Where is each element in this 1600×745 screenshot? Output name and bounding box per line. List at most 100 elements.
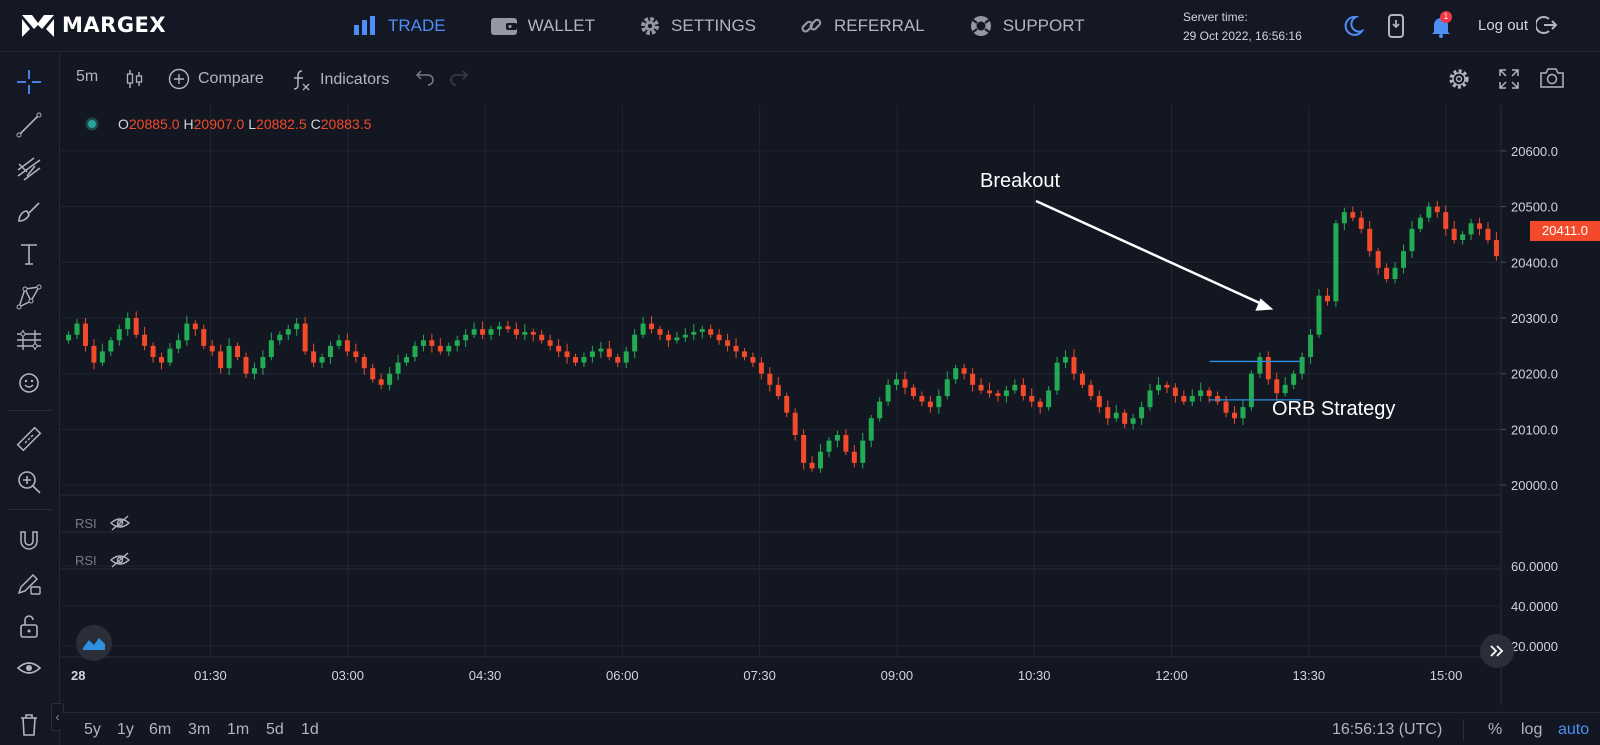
candle-body [218,351,224,369]
chart-type-button[interactable] [126,68,144,90]
redo-button[interactable] [449,68,469,86]
nav-support[interactable]: SUPPORT [969,14,1085,38]
candle-body [1105,407,1111,419]
logout-button[interactable]: Log out [1478,15,1558,35]
candle-body [1240,407,1246,419]
time-tick-label: 04:30 [469,668,502,683]
top-navigation: MARGEX TRADE WALLET SETTINGS REFERRAL SU… [0,0,1600,52]
tradingview-icon [83,638,105,650]
visibility-tool[interactable] [14,653,44,683]
price-tick-label: 20200.0 [1511,367,1558,382]
bottom-separator [1463,719,1464,741]
candle-body [640,323,646,335]
gear-icon [641,17,660,35]
candle-body [226,345,232,369]
candle-body [539,334,545,341]
nav-wallet[interactable]: WALLET [490,15,595,37]
undo-button[interactable] [415,68,435,86]
nav-settings[interactable]: SETTINGS [639,15,756,37]
range-1m[interactable]: 1m [227,721,250,738]
indicators-button[interactable]: Indicators [290,68,389,92]
range-1y[interactable]: 1y [117,721,134,738]
measure-tool[interactable] [14,424,44,454]
zoom-tool[interactable] [14,467,44,497]
candle-body [758,362,764,374]
crosshair-tool[interactable] [14,67,44,97]
candle-body [606,348,612,357]
magnet-tool[interactable] [14,525,44,555]
trend-line-tool[interactable] [14,110,44,140]
scroll-to-realtime-button[interactable] [1480,634,1514,668]
prediction-tool[interactable] [14,325,44,355]
candle-body [775,384,781,396]
time-tick-label: 28 [71,668,85,683]
log-scale-toggle[interactable]: log [1521,721,1543,738]
ruler-icon [16,426,42,452]
collapse-toolbar-button[interactable]: ‹ [51,703,64,731]
eye-off-icon[interactable] [109,551,131,569]
candle-body [496,326,502,330]
function-icon [293,70,310,91]
candle-body [404,357,410,363]
candle-body [1113,412,1119,419]
utc-clock[interactable]: 16:56:13 (UTC) [1332,721,1443,738]
brush-tool[interactable] [14,196,44,226]
candle-body [1088,384,1094,396]
candle-body [674,337,680,341]
breakout-arrow-head [1255,298,1274,311]
margex-logo[interactable]: MARGEX [20,11,166,39]
candle-body [125,318,131,330]
percent-scale-toggle[interactable]: % [1488,721,1503,738]
candle-body [1265,357,1271,380]
emoji-tool[interactable] [14,368,44,398]
remove-drawings-tool[interactable] [14,709,44,739]
candle-body [944,379,950,396]
candle-body [1485,228,1491,240]
high-key: H [183,116,194,132]
time-tick-label: 01:30 [194,668,227,683]
price-tick-label: 20300.0 [1511,311,1558,326]
fullscreen-button[interactable] [1497,67,1521,91]
text-tool[interactable] [14,239,44,269]
chart-settings-button[interactable] [1446,66,1472,92]
time-tick-label: 12:00 [1155,668,1188,683]
theme-toggle[interactable] [1342,14,1365,43]
eye-off-icon[interactable] [109,514,131,532]
candle-body [353,351,359,357]
candle-body [1189,396,1195,402]
nav-referral[interactable]: REFERRAL [800,15,925,37]
range-1d[interactable]: 1d [301,721,319,738]
candle-body [1493,240,1499,257]
lock-all-tool[interactable] [14,611,44,641]
status-dot-icon [85,117,99,131]
mobile-app-button[interactable] [1386,14,1406,43]
candle-body [961,368,967,374]
candle-body [843,435,849,452]
pattern-tool[interactable] [14,282,44,312]
candle-body [1333,223,1339,302]
candle-body [260,357,266,369]
lock-drawing-tool[interactable] [14,568,44,598]
compare-button[interactable]: Compare [168,68,264,90]
tradingview-logo[interactable] [76,625,112,661]
screenshot-button[interactable] [1539,66,1565,90]
candle-body [894,379,900,385]
price-chart[interactable]: 28 01:30 03:00 04:30 06:00 07:30 09:00 10:30 12:… [61,105,1600,705]
range-5y[interactable]: 5y [84,721,101,738]
high-value: 20907.0 [193,116,245,132]
notifications-button[interactable]: 1 [1430,11,1452,43]
candle-body [708,329,714,335]
candle-body [133,318,139,335]
auto-scale-toggle[interactable]: auto [1558,721,1590,738]
fib-tool[interactable] [14,153,44,183]
range-6m[interactable]: 6m [149,721,172,738]
candle-body [336,340,342,346]
range-5d[interactable]: 5d [266,721,284,738]
nav-trade[interactable]: TRADE [352,15,446,37]
candle-body [1443,212,1449,229]
interval-button[interactable]: 5m [76,68,98,86]
range-3m[interactable]: 3m [188,721,211,738]
candle-body [1367,228,1373,252]
candle-body [632,334,638,352]
candle-body [1164,384,1170,388]
